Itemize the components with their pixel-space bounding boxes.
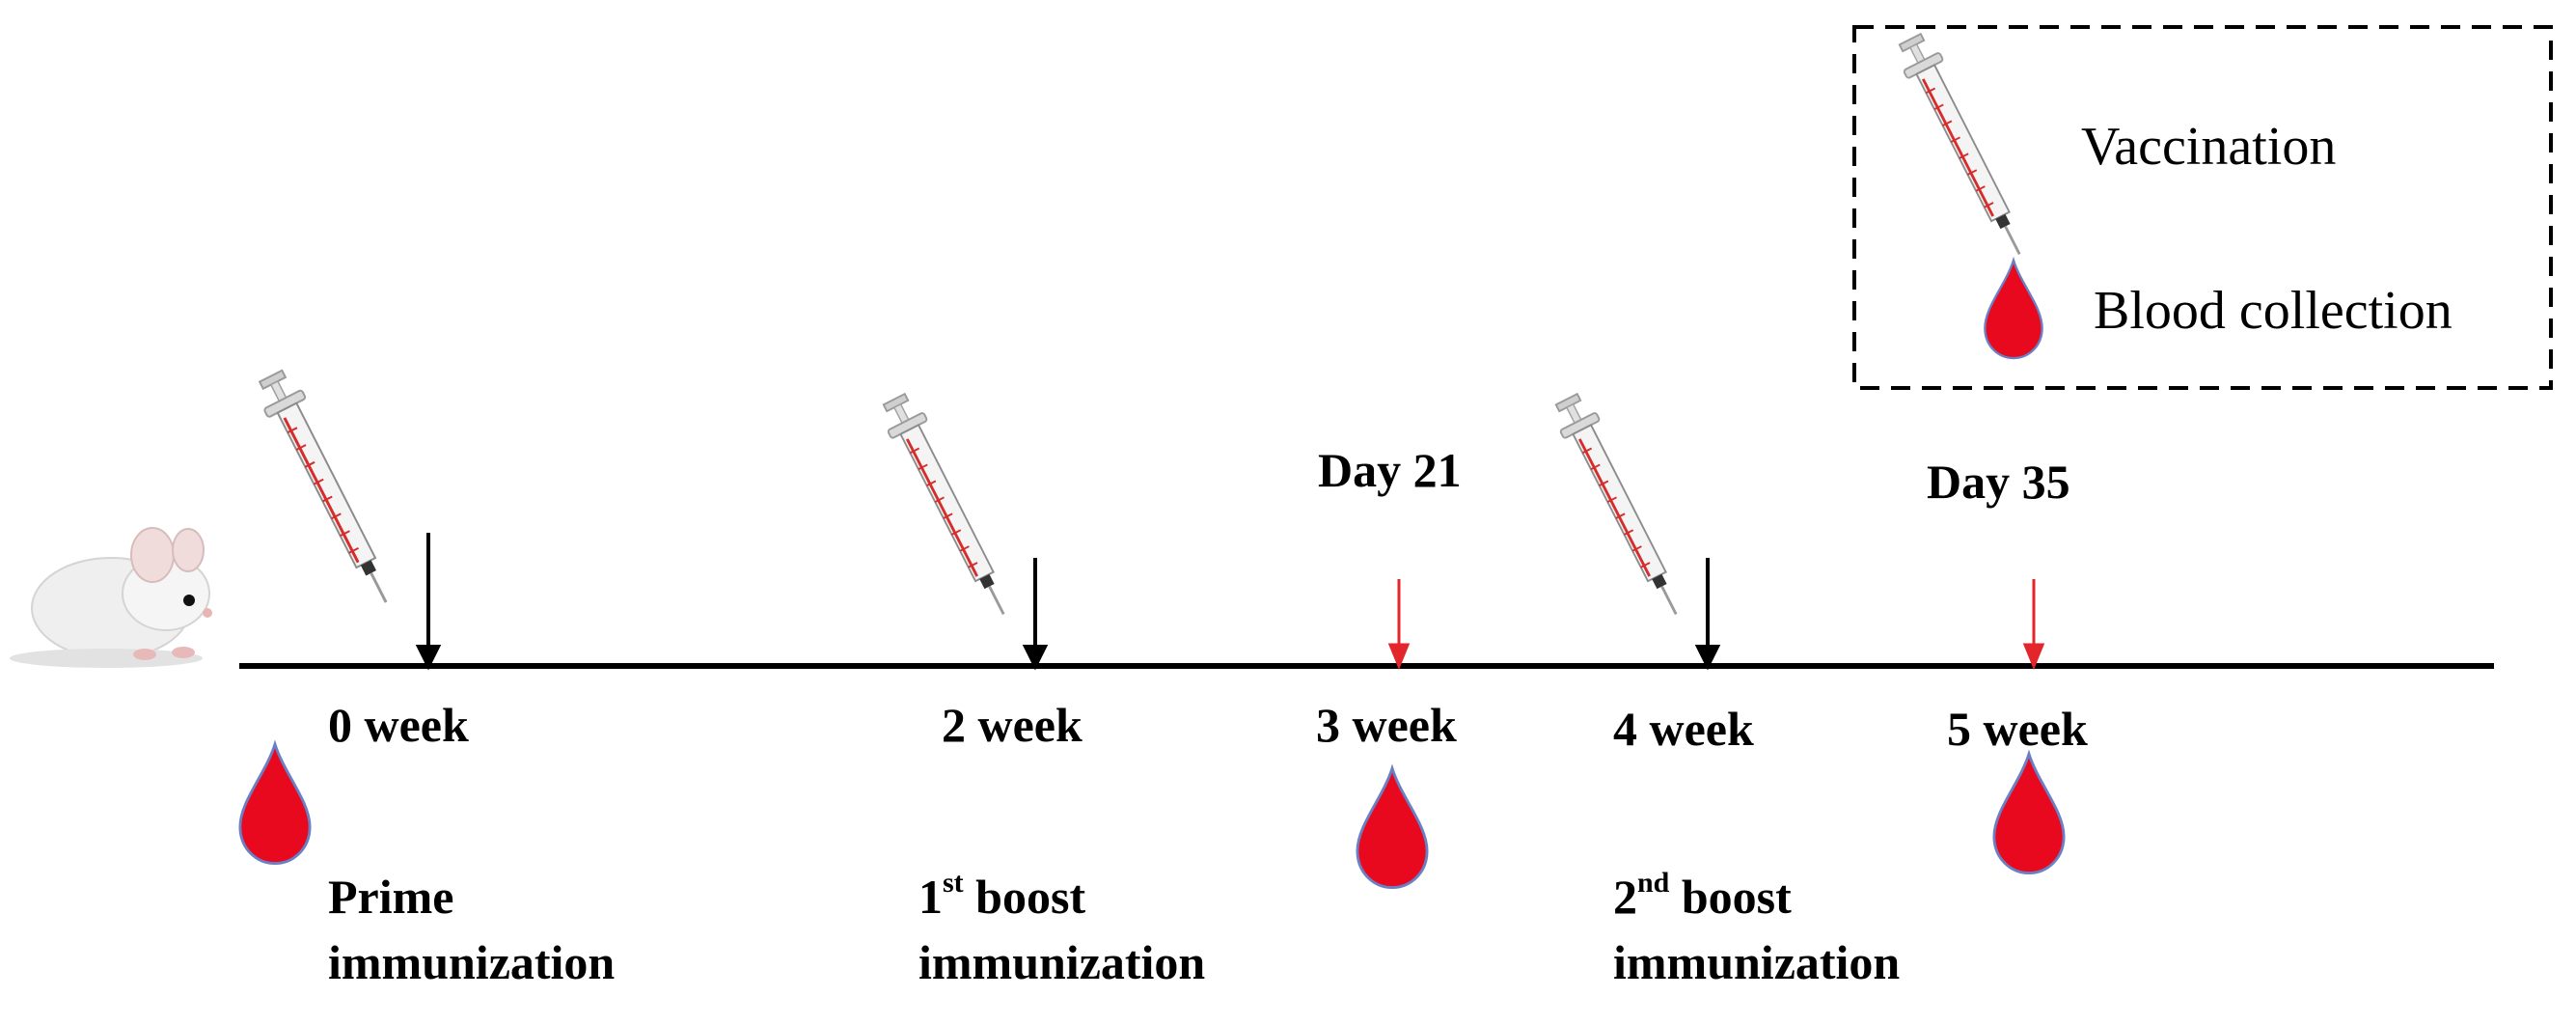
week2-syringe-icon xyxy=(874,388,1024,625)
boost1-label-line2: immunization xyxy=(918,935,1206,989)
legend-syringe-icon xyxy=(1890,28,2040,265)
boost1-ordinal-suffix: st xyxy=(943,867,964,899)
week5-blood-drop-icon xyxy=(1992,752,2066,875)
legend-blood-drop-icon xyxy=(1984,259,2043,360)
week0-blood-drop-icon xyxy=(238,742,312,866)
legend-vaccination-label: Vaccination xyxy=(2081,117,2337,177)
boost1-ordinal-number: 1 xyxy=(918,870,943,924)
boost2-ordinal-suffix: nd xyxy=(1637,867,1670,899)
boost1-label-line1: 1st boost xyxy=(918,867,1086,925)
week5-label: 5 week xyxy=(1947,702,2088,756)
week3-blood-drop-icon xyxy=(1356,766,1429,890)
week4-label: 4 week xyxy=(1613,702,1754,756)
boost1-label-text: boost xyxy=(963,870,1086,924)
boost2-label-line1: 2nd boost xyxy=(1613,867,1792,925)
week4-syringe-icon xyxy=(1547,388,1696,625)
boost2-label-text: boost xyxy=(1669,870,1792,924)
prime-label-line2: immunization xyxy=(328,935,616,989)
mouse-icon xyxy=(10,527,212,668)
legend-box xyxy=(1852,25,2553,390)
week2-label: 2 week xyxy=(942,698,1082,752)
week0-label: 0 week xyxy=(328,698,469,752)
week0-syringe-icon xyxy=(250,365,407,614)
legend-blood-label: Blood collection xyxy=(2094,281,2453,341)
prime-label-line1: Prime xyxy=(328,870,454,924)
day35-label: Day 35 xyxy=(1927,455,2070,509)
week3-label: 3 week xyxy=(1316,698,1457,752)
boost2-label-line2: immunization xyxy=(1613,935,1901,989)
day21-label: Day 21 xyxy=(1318,443,1462,497)
boost2-ordinal-number: 2 xyxy=(1613,870,1637,924)
